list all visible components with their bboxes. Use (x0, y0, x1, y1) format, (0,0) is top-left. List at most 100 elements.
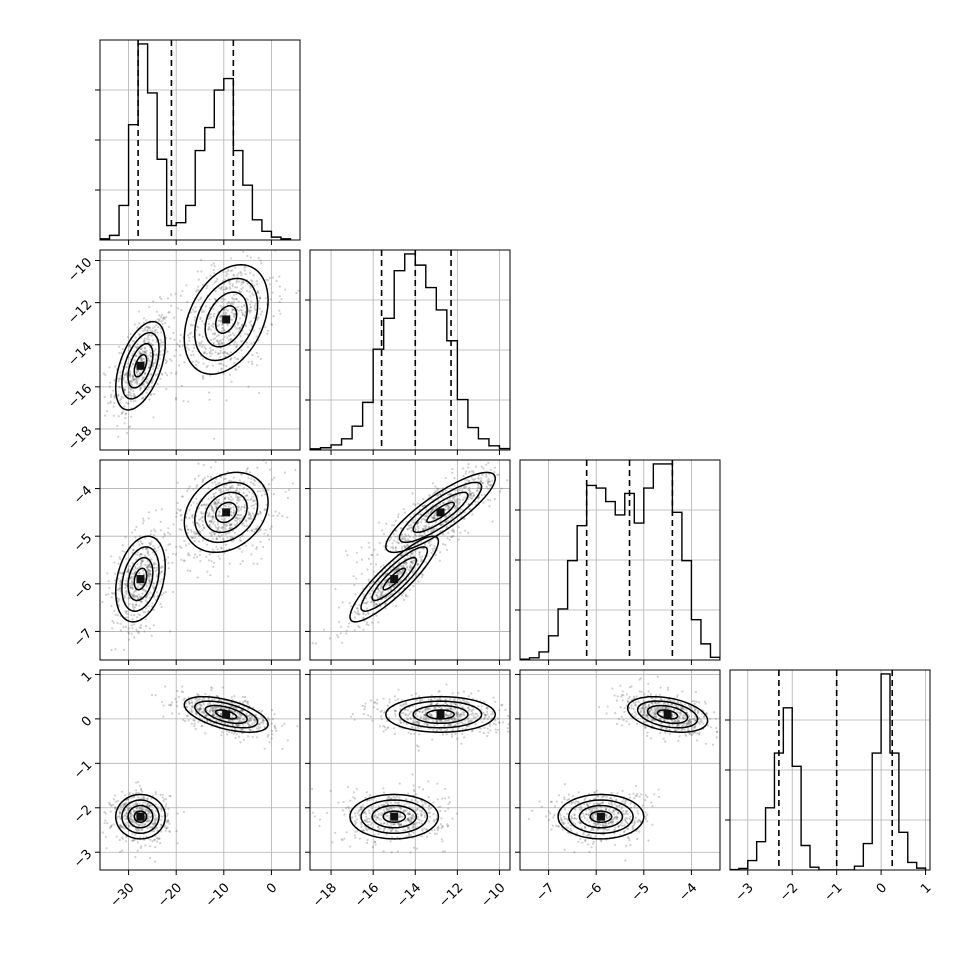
sample-point (130, 394, 133, 398)
sample-point (405, 563, 408, 566)
sample-point (159, 572, 162, 575)
sample-point (252, 504, 255, 507)
sample-point (447, 504, 450, 508)
sample-point (207, 391, 211, 394)
sample-point (242, 487, 245, 490)
sample-point (260, 557, 263, 560)
sample-point (468, 488, 471, 491)
sample-point (147, 574, 150, 577)
sample-point (387, 796, 390, 799)
sample-point (386, 814, 389, 818)
sample-point (411, 562, 414, 565)
sample-point (214, 460, 217, 464)
sample-point (376, 591, 379, 594)
sample-point (249, 717, 252, 720)
sample-point (133, 350, 136, 353)
sample-point (160, 807, 163, 811)
sample-point (350, 605, 353, 608)
sample-point (233, 695, 236, 698)
sample-point (362, 587, 365, 590)
sample-point (220, 534, 224, 537)
sample-point (367, 809, 371, 812)
sample-point (116, 800, 119, 803)
sample-point (202, 703, 205, 706)
y-tick-label: −14 (65, 339, 95, 369)
sample-point (182, 811, 185, 814)
sample-point (346, 554, 349, 557)
sample-point (373, 815, 376, 819)
sample-point (129, 577, 132, 580)
sample-point (144, 618, 147, 621)
sample-point (160, 313, 163, 317)
sample-point (259, 357, 262, 361)
sample-point (428, 811, 431, 814)
sample-point (396, 836, 399, 839)
sample-point (135, 830, 138, 833)
sample-point (467, 466, 470, 469)
sample-point (480, 479, 483, 482)
sample-point (231, 283, 234, 286)
sample-point (334, 587, 337, 591)
sample-point (151, 327, 154, 330)
sample-point (440, 826, 443, 830)
sample-point (459, 531, 462, 534)
sample-point (389, 822, 393, 825)
sample-point (499, 490, 502, 493)
sample-point (131, 551, 134, 554)
sample-point (149, 838, 152, 841)
sample-point (195, 706, 198, 709)
sample-point (136, 841, 139, 844)
sample-point (147, 604, 150, 608)
sample-point (220, 734, 223, 737)
sample-point (235, 293, 238, 296)
sample-point (451, 516, 454, 520)
sample-point (234, 737, 237, 740)
sample-point (176, 502, 179, 505)
sample-point (212, 537, 215, 540)
sample-point (232, 274, 236, 277)
sample-point (235, 733, 238, 736)
sample-point (254, 713, 257, 717)
sample-point (132, 819, 135, 822)
sample-point (343, 813, 346, 816)
sample-point (424, 521, 427, 524)
sample-point (471, 491, 474, 494)
sample-point (167, 819, 170, 822)
sample-point (342, 801, 345, 804)
sample-point (424, 518, 427, 522)
sample-point (421, 576, 424, 579)
sample-point (375, 593, 378, 597)
sample-point (117, 415, 120, 418)
sample-point (223, 355, 227, 358)
sample-point (128, 582, 131, 585)
sample-point (212, 262, 215, 265)
sample-point (405, 539, 408, 542)
sample-point (167, 820, 170, 823)
sample-point (147, 810, 151, 813)
sample-point (400, 824, 403, 827)
sample-point (394, 549, 397, 552)
sample-point (144, 801, 147, 804)
sample-point (144, 823, 147, 826)
sample-point (268, 283, 271, 286)
sample-point (165, 826, 168, 830)
sample-point (117, 477, 119, 479)
sample-point (101, 600, 104, 604)
sample-point (142, 611, 145, 614)
sample-point (154, 793, 157, 796)
sample-point (197, 462, 200, 465)
sample-point (412, 815, 415, 818)
sample-point (131, 581, 134, 584)
sample-point (209, 702, 212, 706)
sample-point (268, 276, 271, 280)
sample-point (451, 468, 454, 471)
sample-point (190, 701, 194, 705)
sample-point (209, 347, 212, 350)
sample-point (154, 324, 158, 327)
sample-point (138, 626, 141, 629)
sample-point (199, 297, 202, 300)
sample-point (142, 589, 145, 592)
sample-point (240, 454, 242, 456)
sample-point (338, 606, 341, 609)
sample-point (345, 831, 348, 834)
